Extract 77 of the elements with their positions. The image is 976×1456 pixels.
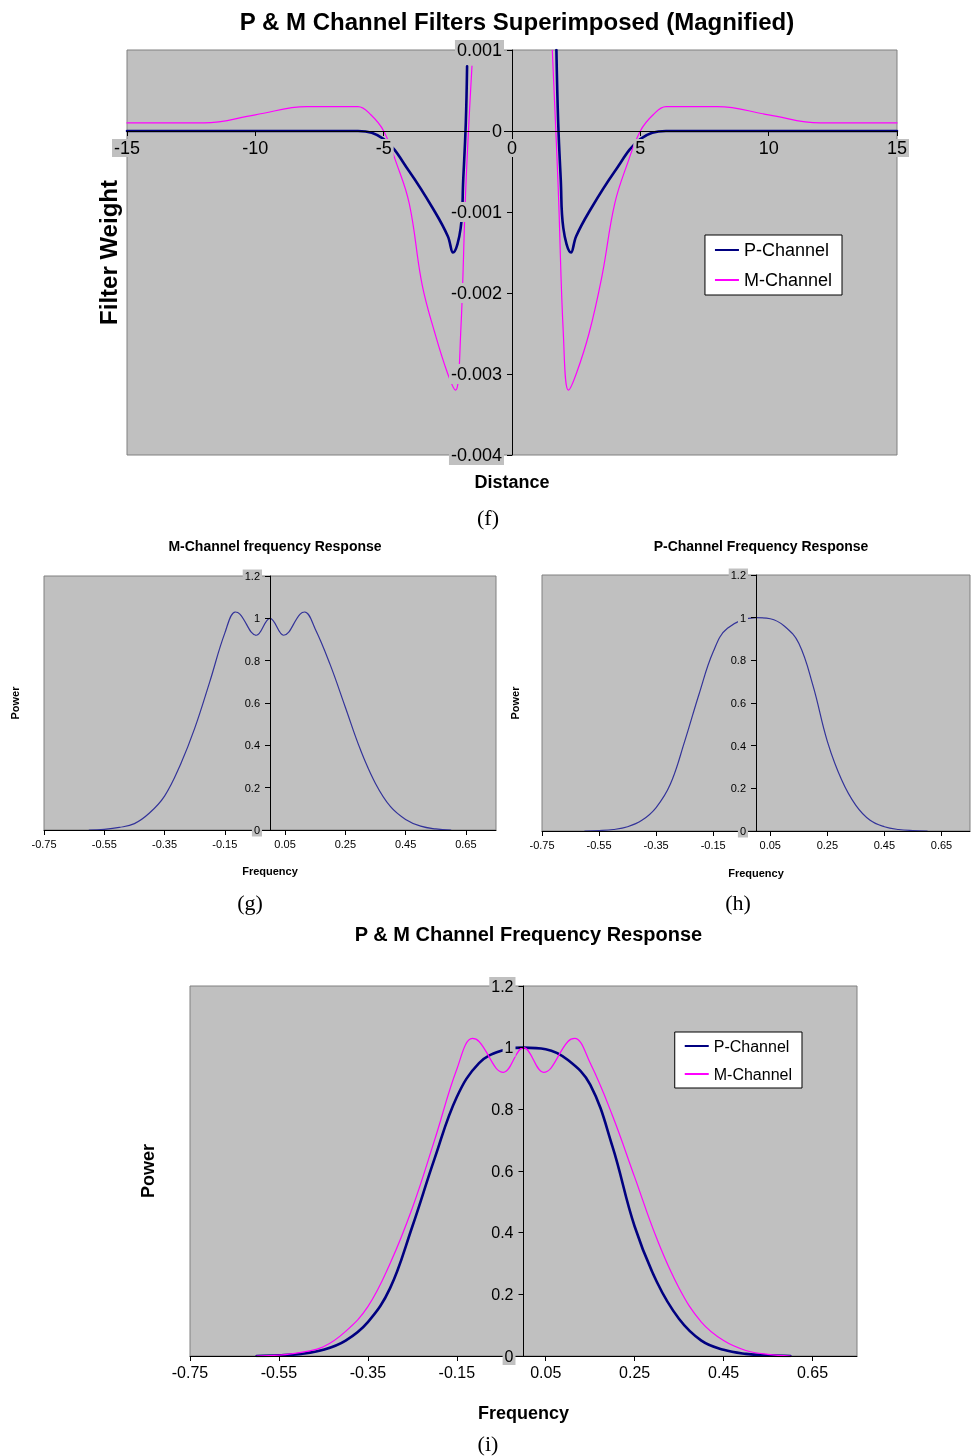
legend-label: P-Channel [713,1037,790,1055]
y-tick-label: -0.001 [450,202,502,222]
x-tick-label: 0.05 [274,837,296,850]
x-tick-label: -0.35 [349,1363,387,1381]
x-axis-title: Frequency [728,867,785,879]
legend-label: P-Channel [743,240,830,260]
x-tick-label: -0.55 [586,838,612,851]
y-tick-label: 1 [253,612,260,625]
x-tick-label: 0.05 [759,838,781,851]
x-tick-label: -0.15 [700,838,726,851]
y-tick-label: 0.001 [456,40,502,60]
x-tick-label: 0.25 [816,838,839,851]
x-tick-label: -0.75 [31,837,57,850]
x-tick-label: 0.65 [930,838,953,851]
y-tick-label: 0.8 [491,1100,514,1118]
y-tick-label: 0.4 [491,1224,514,1242]
y-axis-title: Power [138,1143,158,1199]
x-tick-label: -15 [113,138,141,158]
y-tick-label: 0.4 [244,739,260,752]
x-axis-title: Frequency [242,865,299,877]
text: (h) [725,889,751,915]
text: (f) [477,504,499,530]
x-tick-label: -5 [375,138,392,158]
x-tick-label: -0.15 [212,837,238,850]
x-tick-label: 0.65 [455,837,477,850]
y-tick-label: 0.4 [730,739,746,752]
x-tick-label: 0.25 [619,1363,651,1381]
x-tick-label: 0.25 [334,837,357,850]
y-tick-label: 0.6 [244,697,260,709]
y-tick-label: 0 [253,824,260,836]
y-axis-title: Power [9,685,21,720]
y-tick-label: 0 [739,825,746,837]
y-tick-label: 0.6 [730,697,746,709]
x-tick-label: 0.65 [796,1363,829,1381]
y-tick-label: 0.6 [491,1162,514,1180]
y-tick-label: 1 [739,611,746,624]
x-tick-label: 5 [635,138,646,158]
chart-title: P & M Channel Frequency Response [354,923,703,945]
y-tick-label: -0.002 [450,283,502,303]
text: (i) [477,1430,499,1456]
y-tick-label: 0.2 [730,782,746,795]
y-tick-label: 0.2 [491,1285,514,1303]
x-tick-label: 10 [758,138,779,158]
x-tick-label: -0.35 [643,838,669,851]
legend-label: M-Channel [743,270,833,290]
y-tick-label: 0.2 [244,781,260,794]
y-tick-label: -0.003 [450,364,502,384]
chart-title: M-Channel frequency Response [168,538,382,554]
y-tick-label: 0 [491,121,502,141]
y-axis-title: Power [509,685,521,720]
x-tick-label: -10 [242,138,269,158]
y-tick-label: 1.2 [491,977,514,995]
y-tick-label: 0 [504,1347,514,1365]
y-axis-title: Filter Weight [94,180,122,325]
chart-title: P & M Channel Filters Superimposed (Magnified) [239,7,795,35]
x-tick-label: 0.45 [394,837,417,850]
x-tick-label: -0.75 [171,1363,209,1381]
x-tick-label: -0.55 [260,1363,298,1381]
x-tick-label: 0.05 [530,1363,562,1381]
x-tick-label: -0.75 [529,838,555,851]
y-tick-label: 1.2 [244,570,260,582]
x-tick-label: -0.55 [91,837,117,850]
x-tick-label: 15 [886,138,908,158]
legend-label: M-Channel [713,1065,793,1083]
x-axis-title: Distance [474,472,550,492]
y-tick-label: 0.8 [244,654,260,667]
x-axis-title: Frequency [477,1403,570,1423]
y-tick-label: -0.004 [450,445,502,465]
x-tick-label: 0.45 [873,838,896,851]
y-tick-label: 1 [504,1039,514,1057]
text: (g) [237,889,263,915]
chart-title: P-Channel Frequency Response [653,538,869,554]
x-tick-label: -0.35 [151,837,178,850]
x-tick-label: -0.15 [438,1363,476,1381]
y-tick-label: 0.8 [730,654,746,667]
y-tick-label: 1.2 [730,569,746,581]
x-tick-label: 0.45 [708,1363,740,1381]
